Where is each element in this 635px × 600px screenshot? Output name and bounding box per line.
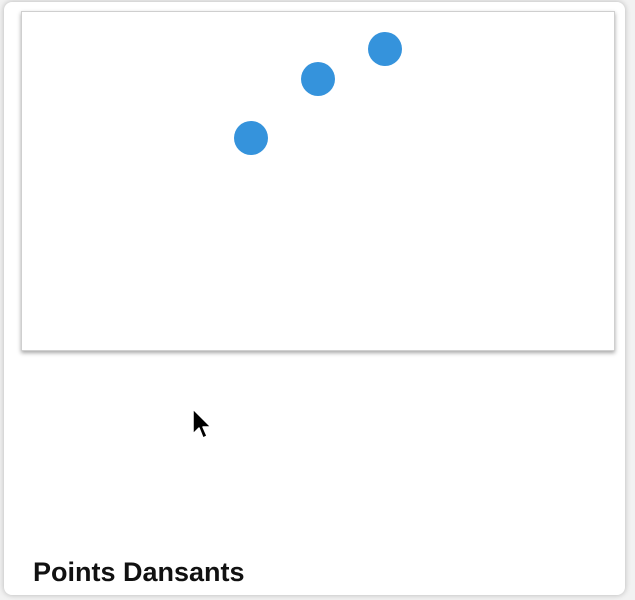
arrow-cursor-icon [192, 408, 212, 439]
dancing-dot [234, 121, 268, 155]
card-title: Points Dansants [33, 557, 245, 587]
dancing-dot [368, 32, 402, 66]
dancing-dot [301, 62, 335, 96]
animation-canvas[interactable] [21, 11, 615, 351]
game-card[interactable]: Points Dansants [4, 2, 625, 595]
